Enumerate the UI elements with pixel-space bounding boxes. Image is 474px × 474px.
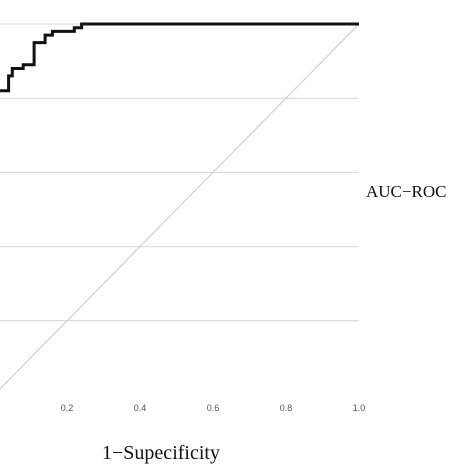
reference-diagonal-line	[0, 23, 360, 390]
grid	[0, 23, 359, 322]
auc-roc-annotation: AUC−ROC	[366, 182, 446, 201]
x-tick-label-4: 1.0	[353, 403, 366, 413]
x-tick-label-0: 0.2	[61, 403, 74, 413]
x-ticks: 0.2 0.4 0.6 0.8 1.0	[61, 403, 366, 413]
x-tick-label-1: 0.4	[134, 403, 147, 413]
x-tick-label-2: 0.6	[207, 403, 220, 413]
roc-curve-line	[0, 22, 359, 93]
series	[0, 22, 360, 390]
x-tick-label-3: 0.8	[280, 403, 293, 413]
x-axis-title: 1−Supecificity	[102, 442, 220, 464]
